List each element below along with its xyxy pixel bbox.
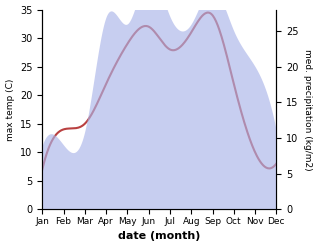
Y-axis label: med. precipitation (kg/m2): med. precipitation (kg/m2): [303, 49, 313, 170]
Y-axis label: max temp (C): max temp (C): [5, 78, 15, 141]
X-axis label: date (month): date (month): [118, 231, 201, 242]
